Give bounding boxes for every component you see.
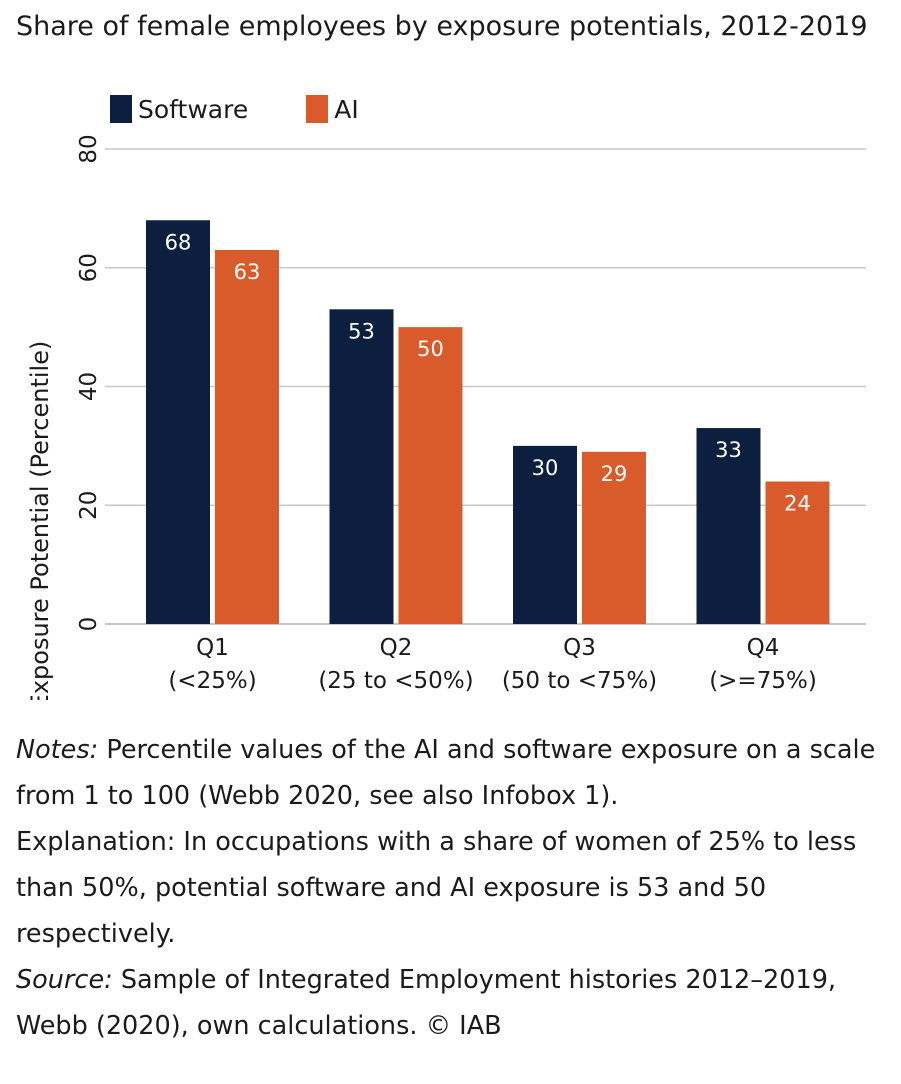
bar-ai-q3	[582, 451, 646, 624]
x-tick-labels: Q1 (<25%) Q2 (25 to <50%) Q3 (50 to <75%) Q4 (>…	[168, 635, 816, 694]
x-tick-sublabel: (<25%)	[168, 668, 256, 694]
bar-software-q4	[696, 428, 761, 624]
bar-software-q1	[146, 220, 210, 624]
x-tick-sublabel: (25 to <50%)	[318, 668, 473, 694]
data-label-software-q2: 53	[348, 319, 375, 343]
legend: Software AI	[110, 92, 417, 126]
legend-item-software: Software	[110, 95, 248, 124]
data-label-software-q3: 30	[532, 456, 559, 480]
y-tick-label: 20	[76, 491, 102, 520]
legend-item-ai: AI	[306, 94, 359, 124]
legend-swatch-ai	[306, 95, 329, 123]
y-tick-labels: 0 20 40 60 80	[76, 134, 102, 631]
x-tick-sublabel: (50 to <75%)	[502, 668, 657, 694]
data-label-software-q1: 68	[165, 230, 192, 254]
x-tick-sublabel: (>=75%)	[709, 668, 817, 694]
notes-block: Notes: Percentile values of the AI and s…	[16, 727, 886, 1049]
source-label: Source:	[16, 965, 113, 995]
data-label-software-q4: 33	[715, 438, 742, 462]
data-label-ai-q1: 63	[234, 260, 261, 284]
notes-paragraph: Notes: Percentile values of the AI and s…	[16, 727, 886, 819]
bar-chart: 68 63 53 50 30 29 33 24 0 20 40 60 80 Q1 (<25%) Q2 (25…	[26, 134, 866, 700]
y-tick-label: 0	[76, 617, 102, 632]
legend-label-ai: AI	[334, 94, 359, 124]
y-tick-label: 60	[76, 253, 102, 282]
bar-ai-q4	[765, 481, 830, 624]
data-label-ai-q4: 24	[784, 492, 811, 516]
chart-title: Share of female employees by exposure po…	[16, 11, 868, 42]
data-label-ai-q3: 29	[601, 462, 628, 486]
x-tick-label: Q3	[563, 635, 596, 661]
y-tick-label: 80	[76, 134, 102, 163]
source-text: Sample of Integrated Employment historie…	[16, 965, 837, 1041]
legend-label-software: Software	[138, 94, 249, 124]
notes-text: Percentile values of the AI and software…	[16, 735, 876, 811]
source-paragraph: Source: Sample of Integrated Employment …	[16, 957, 886, 1049]
x-tick-label: Q1	[196, 635, 229, 661]
notes-label: Notes:	[16, 735, 99, 765]
data-label-ai-q2: 50	[417, 337, 444, 361]
y-tick-label: 40	[76, 372, 102, 401]
bars: 68 63 53 50 30 29 33 24	[146, 220, 830, 624]
bar-ai-q2	[398, 327, 463, 624]
x-tick-label: Q2	[380, 635, 413, 661]
y-axis-label: Exposure Potential (Percentile)	[26, 341, 54, 700]
bar-software-q3	[513, 445, 577, 624]
bar-ai-q1	[215, 249, 279, 624]
explanation-text: Explanation: In occupations with a share…	[16, 827, 857, 949]
x-tick-label: Q4	[747, 635, 780, 661]
legend-swatch-software	[110, 95, 132, 123]
bar-software-q2	[329, 309, 394, 624]
